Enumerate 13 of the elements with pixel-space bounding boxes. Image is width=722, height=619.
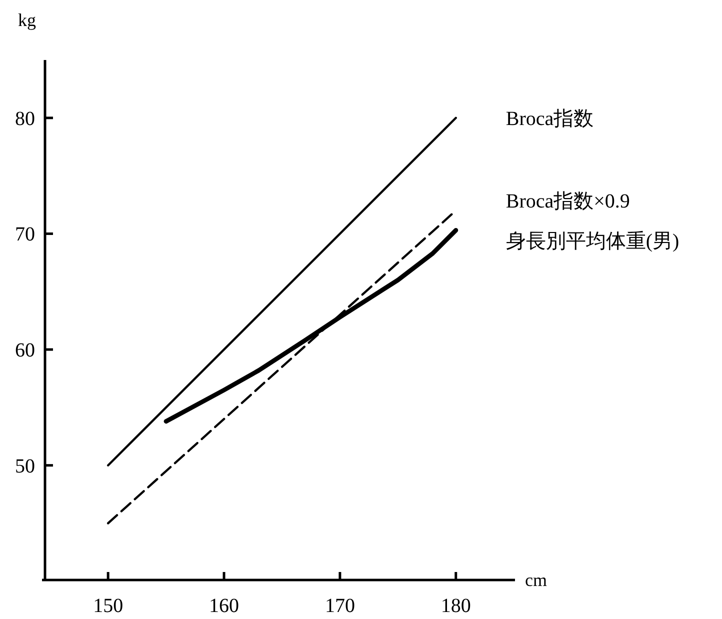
x-tick-label: 180 (440, 595, 471, 617)
text: Broca指数×0.9 (506, 190, 630, 212)
y-axis-title: kg (18, 10, 36, 30)
y-tick-label: 80 (15, 108, 35, 130)
y-tick-label: 70 (15, 224, 35, 246)
text: Broca指数 (506, 108, 594, 130)
y-tick-label: 50 (15, 455, 35, 478)
x-tick-label: 160 (209, 595, 240, 617)
text: 身長別平均体重(男) (506, 230, 680, 252)
x-tick-label: 150 (93, 595, 124, 617)
x-tick-label: 170 (324, 595, 355, 617)
y-tick-label: 60 (15, 340, 35, 362)
x-axis-title: cm (525, 570, 547, 590)
